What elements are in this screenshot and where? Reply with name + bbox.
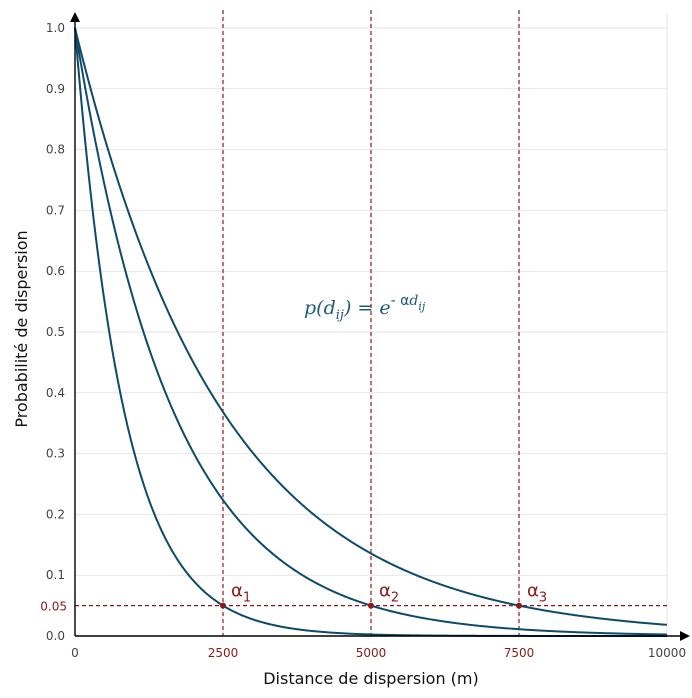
alpha-subscript: 2 <box>391 591 399 606</box>
y-tick-label: 0.5 <box>46 325 65 339</box>
x-axis-arrow <box>680 631 690 641</box>
threshold-label: 0.05 <box>40 600 67 614</box>
axes <box>70 12 690 641</box>
formula-mid: ) = e <box>343 297 391 319</box>
y-tick-label: 1.0 <box>46 21 65 35</box>
threshold-point <box>516 602 522 609</box>
y-axis-label: Probabilité de dispersion <box>12 230 31 427</box>
alpha-label: α1 <box>231 581 251 606</box>
y-axis-arrow <box>70 12 80 22</box>
formula-exp-sub: ij <box>418 300 426 313</box>
y-tick-label: 0.3 <box>46 447 65 461</box>
alpha-symbol: α <box>379 581 391 602</box>
x-tick-label: 7500 <box>504 646 535 660</box>
alpha-symbol: α <box>527 581 539 602</box>
dispersion-curve <box>74 27 668 626</box>
y-tick-label: 0.0 <box>46 629 65 643</box>
threshold-point <box>368 602 374 609</box>
y-tick-label: 0.7 <box>46 203 65 217</box>
y-tick-label: 0.9 <box>46 82 65 96</box>
x-tick-label: 2500 <box>208 646 239 660</box>
x-axis-label: Distance de dispersion (m) <box>263 669 479 688</box>
alpha-symbol: α <box>231 581 243 602</box>
formula-annotation: p(dij) = e- αdij <box>304 293 426 323</box>
alpha-subscript: 1 <box>243 591 251 606</box>
formula-lhs: p(d <box>304 297 336 319</box>
y-tick-label: 0.8 <box>46 143 65 157</box>
y-tick-label: 0.6 <box>46 264 65 278</box>
formula-lhs-sub: ij <box>336 308 344 323</box>
y-tick-label: 0.1 <box>46 568 65 582</box>
x-tick-label: 5000 <box>356 646 387 660</box>
x-tick-label: 0 <box>71 646 79 660</box>
formula-exp: - α <box>391 293 410 309</box>
alpha-subscript: 3 <box>539 591 547 606</box>
y-tick-label: 0.2 <box>46 507 65 521</box>
alpha-label: α2 <box>379 581 399 606</box>
alpha-label: α3 <box>527 581 547 606</box>
y-tick-label: 0.4 <box>46 386 65 400</box>
x-tick-label: 10000 <box>648 646 686 660</box>
formula-exp-var: d <box>409 293 418 309</box>
threshold-point <box>220 602 226 609</box>
tick-labels: 0.00.10.20.30.40.50.60.70.80.91.00.050 25… <box>40 21 686 660</box>
